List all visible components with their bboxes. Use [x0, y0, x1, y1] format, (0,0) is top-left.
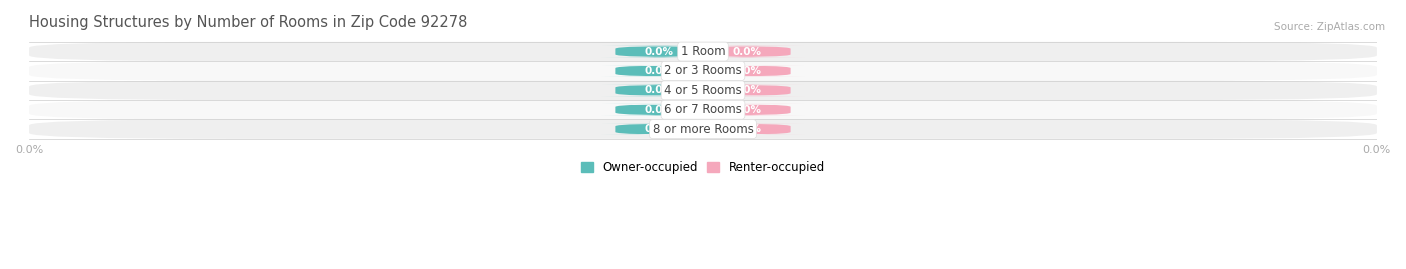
Text: 0.0%: 0.0% [645, 85, 673, 95]
Text: 2 or 3 Rooms: 2 or 3 Rooms [664, 65, 742, 77]
FancyBboxPatch shape [602, 104, 717, 116]
Text: Housing Structures by Number of Rooms in Zip Code 92278: Housing Structures by Number of Rooms in… [30, 15, 468, 30]
Text: 0.0%: 0.0% [645, 124, 673, 134]
FancyBboxPatch shape [30, 119, 1376, 139]
FancyBboxPatch shape [602, 65, 717, 77]
Text: 4 or 5 Rooms: 4 or 5 Rooms [664, 84, 742, 97]
FancyBboxPatch shape [689, 104, 804, 116]
Text: 0.0%: 0.0% [733, 66, 761, 76]
Text: 0.0%: 0.0% [645, 47, 673, 56]
Legend: Owner-occupied, Renter-occupied: Owner-occupied, Renter-occupied [576, 156, 830, 178]
Text: 0.0%: 0.0% [733, 47, 761, 56]
Text: 0.0%: 0.0% [733, 85, 761, 95]
FancyBboxPatch shape [602, 46, 717, 57]
FancyBboxPatch shape [689, 46, 804, 57]
Text: 0.0%: 0.0% [645, 66, 673, 76]
Text: 8 or more Rooms: 8 or more Rooms [652, 123, 754, 136]
FancyBboxPatch shape [30, 81, 1376, 100]
FancyBboxPatch shape [689, 123, 804, 135]
FancyBboxPatch shape [602, 84, 717, 96]
FancyBboxPatch shape [30, 42, 1376, 61]
FancyBboxPatch shape [689, 84, 804, 96]
Text: Source: ZipAtlas.com: Source: ZipAtlas.com [1274, 22, 1385, 31]
Text: 0.0%: 0.0% [645, 105, 673, 115]
FancyBboxPatch shape [602, 123, 717, 135]
Text: 1 Room: 1 Room [681, 45, 725, 58]
Text: 0.0%: 0.0% [733, 124, 761, 134]
Text: 6 or 7 Rooms: 6 or 7 Rooms [664, 103, 742, 116]
FancyBboxPatch shape [30, 100, 1376, 119]
FancyBboxPatch shape [30, 61, 1376, 81]
Text: 0.0%: 0.0% [733, 105, 761, 115]
FancyBboxPatch shape [689, 65, 804, 77]
